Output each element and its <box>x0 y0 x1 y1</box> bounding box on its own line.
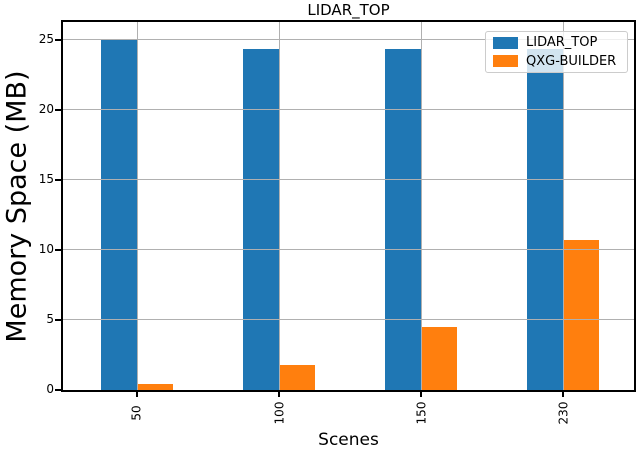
legend: LIDAR_TOP QXG-BUILDER <box>485 31 628 73</box>
y-tick-mark-5 <box>55 318 61 321</box>
y-axis-label-wrap: Memory Space (MB) <box>0 22 34 390</box>
gridline-y-10 <box>63 249 634 251</box>
gridline-y-20 <box>63 109 634 111</box>
y-tick-mark-25 <box>55 38 61 41</box>
plot-area <box>61 20 636 392</box>
legend-label-qxg-builder: QXG-BUILDER <box>526 53 617 69</box>
bar-qxg-builder-150 <box>421 326 457 390</box>
y-tick-mark-20 <box>55 108 61 111</box>
bar-qxg-builder-50 <box>137 383 173 390</box>
gridline-y-25 <box>63 39 634 41</box>
y-tick-mark-15 <box>55 178 61 181</box>
bar-lidar_top-100 <box>243 49 279 390</box>
y-tick-mark-10 <box>55 248 61 251</box>
gridline-x-230 <box>562 22 564 390</box>
bar-lidar_top-150 <box>385 49 421 390</box>
x-tick-label-wrap-100: 100 <box>264 396 294 430</box>
gridline-x-150 <box>420 22 422 390</box>
y-tick-mark-0 <box>55 389 61 391</box>
y-tick-label-20: 20 <box>38 101 54 116</box>
legend-label-lidar_top: LIDAR_TOP <box>526 35 598 51</box>
x-tick-label-230: 230 <box>556 401 570 425</box>
y-tick-label-10: 10 <box>38 241 54 256</box>
y-tick-label-5: 5 <box>46 311 54 326</box>
chart-title: LIDAR_TOP <box>307 1 390 19</box>
x-tick-mark-150 <box>420 392 422 397</box>
x-tick-mark-100 <box>278 392 280 397</box>
bar-lidar_top-50 <box>101 39 137 390</box>
gridline-x-50 <box>136 22 138 390</box>
gridline-y-5 <box>63 319 634 321</box>
x-tick-label-wrap-230: 230 <box>548 396 578 430</box>
bar-qxg-builder-230 <box>563 239 599 390</box>
bar-lidar_top-230 <box>527 49 563 390</box>
x-tick-label-150: 150 <box>414 401 428 425</box>
legend-item-lidar_top: LIDAR_TOP <box>493 35 620 51</box>
x-tick-mark-230 <box>562 392 564 397</box>
legend-swatch-qxg-builder <box>493 55 518 68</box>
y-tick-label-15: 15 <box>38 171 54 186</box>
x-tick-mark-50 <box>136 392 138 397</box>
gridline-x-100 <box>278 22 280 390</box>
x-tick-label-50: 50 <box>130 405 144 421</box>
y-tick-label-25: 25 <box>38 31 54 46</box>
legend-item-qxg-builder: QXG-BUILDER <box>493 54 620 70</box>
y-tick-label-0: 0 <box>46 382 54 396</box>
bar-qxg-builder-100 <box>279 364 315 390</box>
gridline-y-15 <box>63 179 634 181</box>
x-tick-label-100: 100 <box>272 401 286 425</box>
x-tick-label-wrap-150: 150 <box>406 396 436 430</box>
x-tick-label-wrap-50: 50 <box>122 396 152 430</box>
x-axis-label: Scenes <box>318 430 379 450</box>
legend-swatch-lidar_top <box>493 36 518 49</box>
